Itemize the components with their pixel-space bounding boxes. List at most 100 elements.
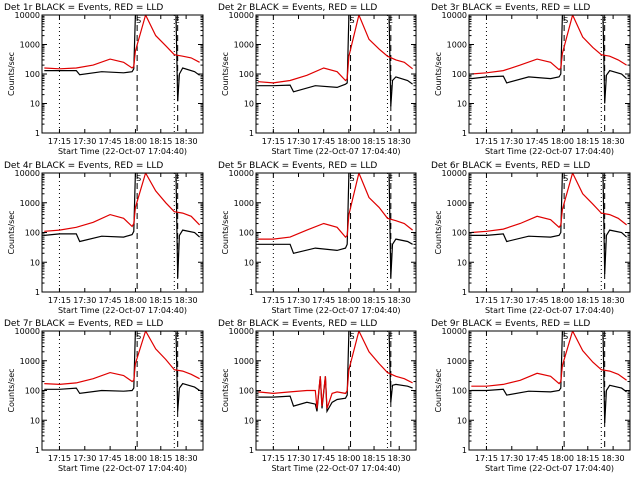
x-tick-label: 18:00 <box>124 296 147 305</box>
x-tick-label: 18:30 <box>175 454 198 463</box>
y-tick-label: 100 <box>452 387 467 396</box>
lld-series-line <box>44 173 201 232</box>
y-tick-label: 100 <box>239 387 254 396</box>
detector-panel-1: Det 1r BLACK = Events, RED = LLD S E 1 10 100… <box>4 3 204 156</box>
y-tick-label: 1000 <box>20 357 40 366</box>
y-tick-label: 10 <box>30 258 40 267</box>
x-axis-label: Start Time (22-Oct-07 17:04:40) <box>485 464 614 473</box>
chart-title: Det 3r BLACK = Events, RED = LLD <box>431 3 590 13</box>
lld-series-line <box>471 331 627 387</box>
x-tick-label: 18:15 <box>363 137 386 146</box>
y-tick-label: 1000 <box>447 357 467 366</box>
y-tick-label: 1000 <box>234 41 254 50</box>
y-tick-label: 10000 <box>442 327 467 336</box>
y-axis-label: Counts/sec <box>7 52 16 96</box>
marker-e-label: E <box>388 16 393 25</box>
y-tick-label: 1 <box>249 129 254 138</box>
marker-s-label: S <box>563 332 568 341</box>
marker-e-label: E <box>602 16 607 25</box>
chart-title: Det 8r BLACK = Events, RED = LLD <box>218 319 377 329</box>
x-tick-label: 17:15 <box>475 296 498 305</box>
marker-e-label: E <box>175 174 180 183</box>
y-tick-label: 1 <box>462 129 467 138</box>
y-axis-label: Counts/sec <box>434 210 443 254</box>
y-tick-label: 10 <box>244 100 254 109</box>
x-tick-label: 18:15 <box>363 454 386 463</box>
x-axis-label: Start Time (22-Oct-07 17:04:40) <box>58 464 187 473</box>
detector-panel-3: Det 3r BLACK = Events, RED = LLD S E 1 10 100… <box>431 3 631 156</box>
y-tick-label: 10 <box>244 258 254 267</box>
x-tick-label: 17:15 <box>48 296 71 305</box>
events-series-line <box>471 15 628 104</box>
x-tick-label: 18:30 <box>602 296 625 305</box>
events-series-line <box>44 331 200 412</box>
events-series-line <box>471 331 627 424</box>
lld-series-line <box>44 15 200 70</box>
x-tick-label: 17:30 <box>287 296 310 305</box>
plot-frame <box>468 14 631 134</box>
events-series-line <box>471 173 628 275</box>
marker-s-label: S <box>350 332 355 341</box>
x-tick-label: 18:15 <box>149 296 172 305</box>
x-tick-label: 18:00 <box>551 137 574 146</box>
x-tick-label: 18:30 <box>388 296 411 305</box>
plot-frame <box>255 172 417 293</box>
x-tick-label: 17:15 <box>475 137 498 146</box>
y-tick-label: 10000 <box>229 327 254 336</box>
marker-s-label: S <box>136 332 141 341</box>
x-tick-label: 18:30 <box>175 137 198 146</box>
x-tick-label: 18:00 <box>551 454 574 463</box>
y-tick-label: 1 <box>35 129 40 138</box>
events-series-line <box>258 331 413 414</box>
x-tick-label: 17:30 <box>287 454 310 463</box>
chart-title: Det 9r BLACK = Events, RED = LLD <box>431 319 590 329</box>
marker-s-label: S <box>350 174 355 183</box>
y-tick-label: 100 <box>25 70 40 79</box>
x-tick-label: 17:15 <box>475 454 498 463</box>
plot-frame <box>468 172 631 293</box>
y-tick-label: 1 <box>462 288 467 297</box>
x-tick-label: 17:45 <box>312 454 335 463</box>
chart-title: Det 1r BLACK = Events, RED = LLD <box>4 3 163 13</box>
y-tick-label: 100 <box>452 70 467 79</box>
y-tick-label: 100 <box>239 229 254 238</box>
y-tick-label: 10 <box>457 416 467 425</box>
y-tick-label: 1 <box>35 446 40 455</box>
x-tick-label: 17:45 <box>526 137 549 146</box>
chart-title: Det 2r BLACK = Events, RED = LLD <box>218 3 377 13</box>
x-tick-label: 17:45 <box>526 296 549 305</box>
y-tick-label: 1000 <box>234 199 254 208</box>
y-axis-label: Counts/sec <box>434 52 443 96</box>
x-tick-label: 18:30 <box>602 454 625 463</box>
x-tick-label: 18:15 <box>149 454 172 463</box>
x-tick-label: 17:45 <box>312 137 335 146</box>
lld-series-line <box>44 331 200 386</box>
x-tick-label: 18:30 <box>388 137 411 146</box>
x-tick-label: 17:15 <box>262 454 285 463</box>
chart-title: Det 6r BLACK = Events, RED = LLD <box>431 161 590 171</box>
y-axis-label: Counts/sec <box>7 210 16 254</box>
x-tick-label: 17:30 <box>287 137 310 146</box>
y-tick-label: 10000 <box>15 327 40 336</box>
x-tick-label: 18:15 <box>363 296 386 305</box>
x-axis-label: Start Time (22-Oct-07 17:04:40) <box>58 147 187 156</box>
y-tick-label: 10 <box>30 100 40 109</box>
plot-frame <box>255 14 417 134</box>
x-tick-label: 18:00 <box>337 454 360 463</box>
y-tick-label: 10000 <box>15 169 40 178</box>
x-tick-label: 17:30 <box>73 137 96 146</box>
y-tick-label: 1000 <box>20 41 40 50</box>
x-tick-label: 17:30 <box>73 296 96 305</box>
x-tick-label: 18:00 <box>551 296 574 305</box>
x-tick-label: 18:30 <box>602 137 625 146</box>
marker-e-label: E <box>175 332 180 341</box>
lld-series-line <box>258 15 413 84</box>
y-tick-label: 10000 <box>229 11 254 20</box>
x-axis-label: Start Time (22-Oct-07 17:04:40) <box>271 306 400 315</box>
marker-e-label: E <box>175 16 180 25</box>
detector-panel-5: Det 5r BLACK = Events, RED = LLD S E 1 10 100… <box>218 161 417 315</box>
x-tick-label: 18:00 <box>337 137 360 146</box>
chart-title: Det 4r BLACK = Events, RED = LLD <box>4 161 163 171</box>
marker-s-label: S <box>563 174 568 183</box>
